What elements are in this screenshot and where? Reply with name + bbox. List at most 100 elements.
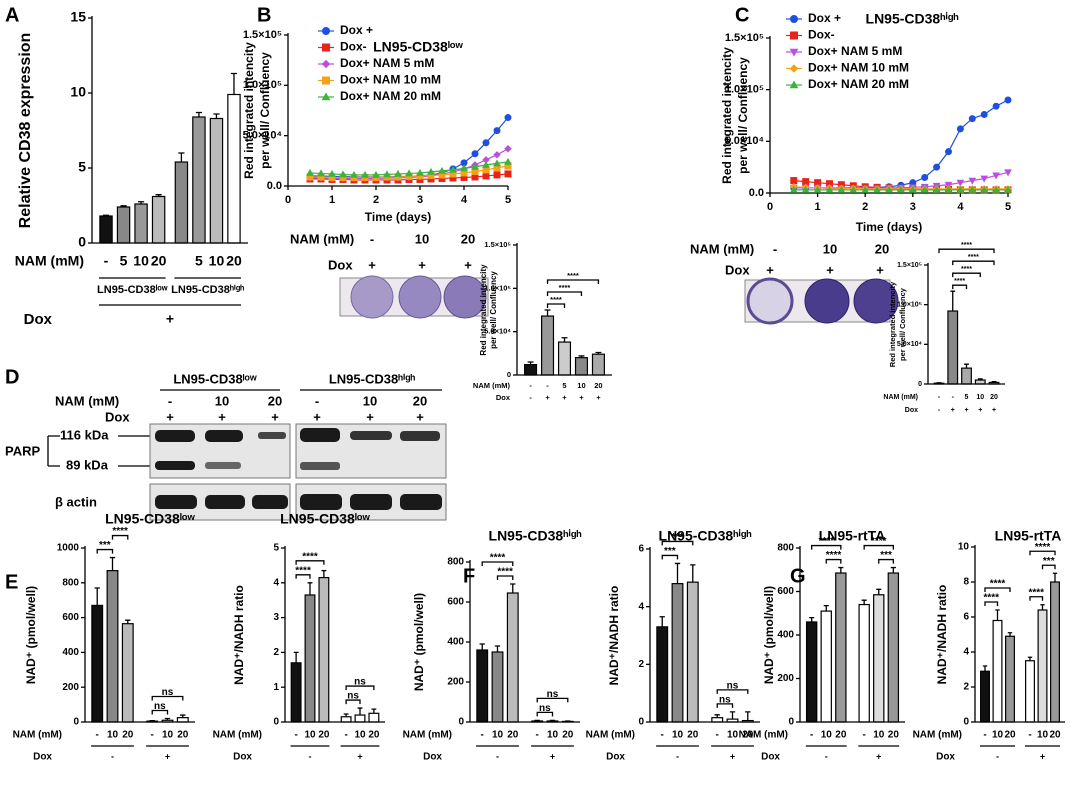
y-tick-label: 0.0 bbox=[267, 180, 282, 192]
significance-label: *** bbox=[664, 546, 676, 557]
y-tick-label: 1.0×10⁵ bbox=[897, 302, 922, 309]
error-bar bbox=[1052, 572, 1058, 582]
point bbox=[968, 185, 977, 193]
significance-label: **** bbox=[1028, 587, 1044, 598]
error-bar bbox=[293, 651, 299, 663]
bar bbox=[656, 626, 669, 723]
x-tick-label: - bbox=[529, 381, 532, 390]
y-tick-label: 0 bbox=[918, 381, 922, 388]
significance-label: **** bbox=[567, 271, 579, 280]
group-label: + bbox=[730, 751, 735, 761]
group-label: LN95-CD38ˡᵒʷ bbox=[97, 284, 168, 296]
bar bbox=[227, 93, 241, 244]
bar bbox=[947, 310, 959, 385]
lane-label: + bbox=[271, 409, 279, 424]
y-tick-label: 5.0×10⁴ bbox=[725, 135, 764, 147]
y-tick-label: 0 bbox=[638, 717, 644, 728]
point bbox=[920, 185, 929, 193]
x-tick-label: 10 bbox=[162, 730, 174, 741]
x-tick-label: - bbox=[344, 730, 347, 741]
x-tick-label: + bbox=[978, 407, 982, 414]
error-bar bbox=[714, 714, 720, 718]
significance-bracket bbox=[1029, 550, 1056, 556]
significance-label: *** bbox=[880, 550, 892, 561]
point bbox=[813, 185, 822, 193]
bar bbox=[354, 714, 366, 723]
x-tick-label: - bbox=[862, 730, 865, 741]
bar bbox=[491, 651, 504, 723]
group-label: - bbox=[111, 751, 114, 761]
point bbox=[504, 170, 512, 178]
error-bar bbox=[991, 380, 997, 383]
point bbox=[992, 172, 1000, 180]
chart-title: LN95-CD38ʰⁱᵍʰ bbox=[659, 528, 752, 544]
y-tick-label: 600 bbox=[62, 612, 79, 623]
y-tick-label: 1.0×10⁵ bbox=[484, 283, 511, 292]
group-label: LN95-CD38ʰⁱᵍʰ bbox=[171, 283, 244, 296]
point bbox=[825, 185, 834, 193]
x-tick-label: 0 bbox=[285, 194, 291, 206]
band bbox=[400, 494, 442, 510]
y-axis-label: Red integrated intencity bbox=[242, 42, 256, 179]
x-tick-label: 10 bbox=[992, 730, 1004, 741]
x-tick-label: 10 bbox=[1037, 730, 1049, 741]
error-bar bbox=[890, 566, 896, 574]
error-bar bbox=[995, 609, 1000, 621]
x-tick-label: + bbox=[964, 407, 968, 414]
row-label: NAM (mM) bbox=[55, 393, 119, 408]
row-label: Dox bbox=[496, 393, 511, 402]
bar bbox=[192, 116, 206, 244]
bar bbox=[99, 215, 113, 244]
bar bbox=[820, 610, 832, 723]
x-tick-label: 10 bbox=[547, 730, 559, 741]
error-bar bbox=[838, 566, 844, 574]
x-tick-label: - bbox=[938, 394, 941, 401]
well bbox=[443, 275, 487, 319]
bar bbox=[304, 594, 316, 723]
row-label: NAM (mM) bbox=[586, 730, 635, 741]
significance-label: **** bbox=[961, 266, 972, 273]
y-tick-label: 15 bbox=[70, 9, 86, 25]
x-tick-label: 4 bbox=[461, 194, 468, 206]
significance-bracket bbox=[295, 574, 311, 579]
bar bbox=[557, 341, 572, 376]
bands bbox=[155, 428, 442, 510]
point bbox=[992, 185, 1000, 193]
plate-label: 10 bbox=[415, 231, 429, 246]
x-tick-label: - bbox=[938, 407, 941, 414]
plate-c: NAM (mM) - 10 20 Dox + + + bbox=[690, 241, 899, 325]
y-tick-label: 1.5×10⁵ bbox=[243, 29, 282, 41]
chart-title: LN95-CD38ˡᵒʷ bbox=[373, 39, 463, 55]
chart-title: LN95-rtTA bbox=[819, 528, 886, 544]
error-bar bbox=[138, 201, 145, 204]
y-tick-label: 8 bbox=[963, 577, 969, 588]
y-tick-label: 2 bbox=[963, 682, 969, 693]
x-tick-label: 10 bbox=[727, 730, 739, 741]
lane-label: + bbox=[366, 409, 374, 424]
lane-label: 10 bbox=[215, 393, 229, 408]
loading-label: β actin bbox=[55, 494, 97, 509]
y-tick-label: 5 bbox=[273, 543, 279, 554]
significance-label: **** bbox=[871, 536, 887, 547]
significance-bracket bbox=[863, 544, 894, 550]
row-label: Dox bbox=[233, 752, 252, 763]
x-tick-label: + bbox=[545, 393, 550, 402]
group-label: - bbox=[825, 751, 828, 761]
legend-label: Dox- bbox=[340, 40, 367, 54]
significance-bracket bbox=[345, 699, 361, 705]
panel-label: A bbox=[5, 4, 19, 26]
band bbox=[252, 495, 288, 509]
bar bbox=[1037, 609, 1048, 723]
error-bar bbox=[510, 583, 516, 593]
point bbox=[471, 162, 479, 170]
bar bbox=[858, 603, 870, 723]
row-label: NAM (mM) bbox=[883, 394, 918, 401]
significance-label: ns bbox=[719, 695, 731, 706]
band bbox=[205, 495, 245, 509]
x-tick-label: + bbox=[579, 393, 584, 402]
significance-label: **** bbox=[302, 551, 318, 562]
row-label: Dox bbox=[105, 409, 130, 424]
point bbox=[493, 159, 501, 167]
plate-label: - bbox=[370, 231, 374, 246]
point bbox=[493, 171, 501, 179]
